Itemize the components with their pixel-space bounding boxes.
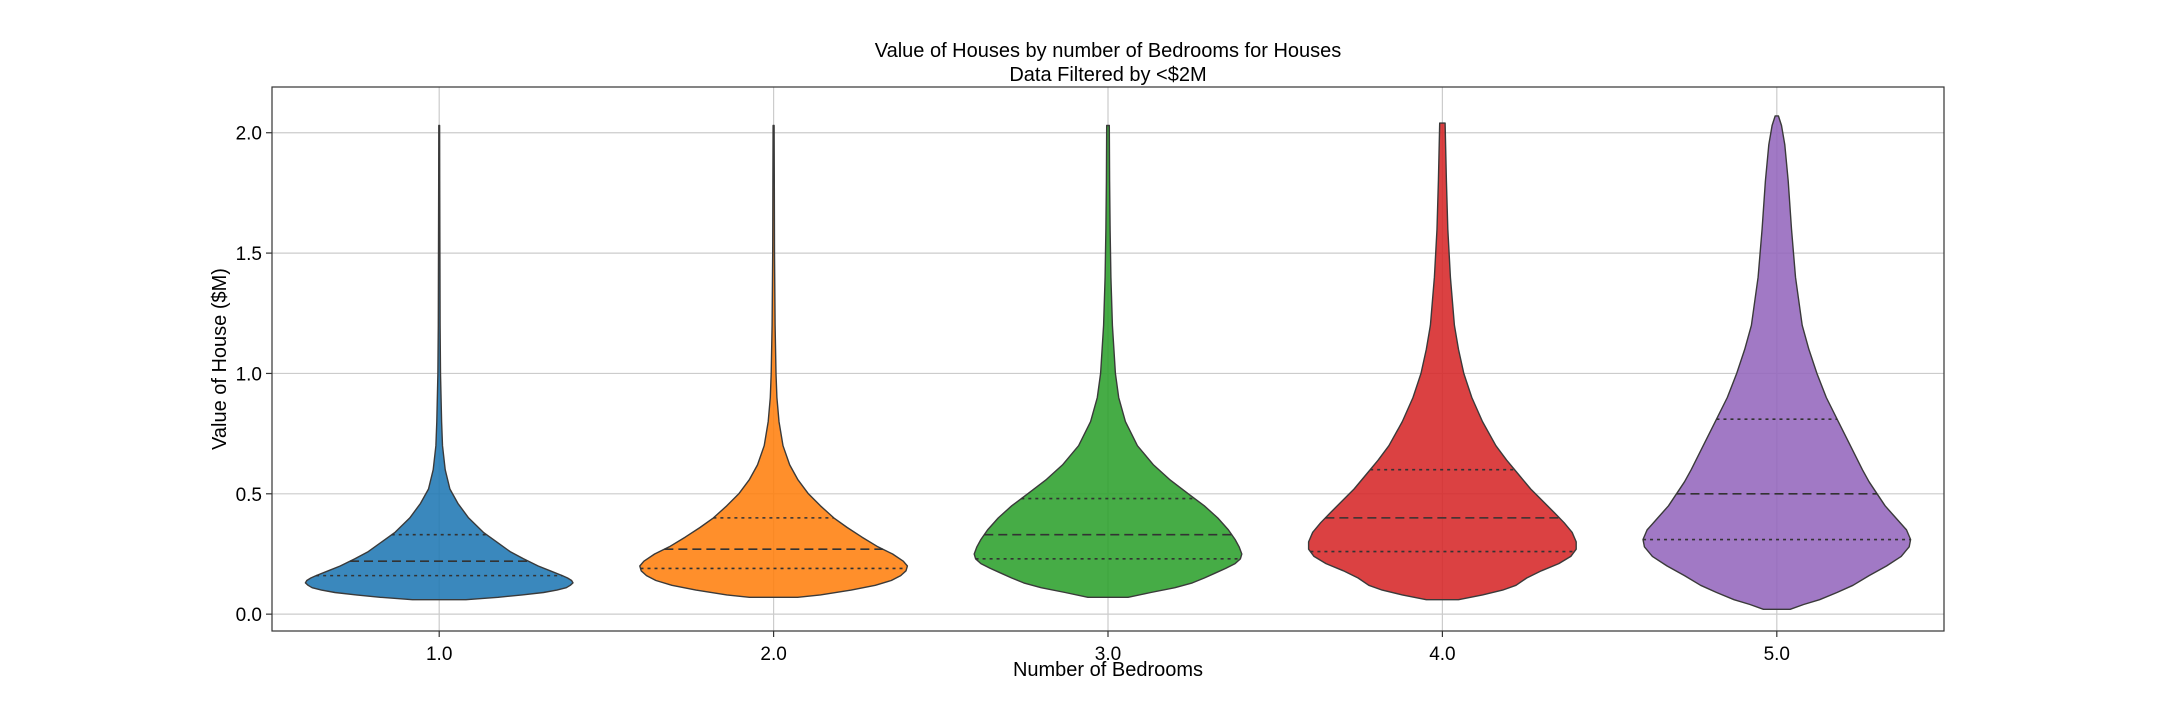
y-axis-ticks: 0.0 0.5 1.0 1.5 2.0 [236, 124, 272, 626]
violin-2.0 [639, 124, 909, 598]
violin-1.0 [304, 124, 574, 601]
y-tick-label: 1.0 [236, 364, 262, 385]
violin-body [973, 124, 1243, 598]
x-tick-label: 5.0 [1764, 644, 1790, 665]
x-tick-label: 3.0 [1095, 644, 1121, 665]
y-tick-label: 1.5 [236, 244, 262, 265]
x-tick-label: 4.0 [1429, 644, 1455, 665]
chart-title: Value of Houses by number of Bedrooms fo… [875, 40, 1342, 62]
violin-5.0 [1642, 115, 1912, 610]
violin-body [1642, 115, 1912, 610]
x-axis-label: Number of Bedrooms [1013, 659, 1203, 681]
violin-body [639, 124, 909, 598]
y-tick-label: 0.5 [236, 485, 262, 506]
x-tick-label: 1.0 [426, 644, 452, 665]
chart-subtitle: Data Filtered by <$2M [1009, 64, 1206, 86]
violins [304, 115, 1912, 610]
x-tick-label: 2.0 [760, 644, 786, 665]
x-axis-ticks: 1.0 2.0 3.0 4.0 5.0 [426, 631, 1790, 665]
violin-body [1307, 122, 1577, 601]
y-axis-label: Value of House ($M) [209, 268, 231, 450]
violin-3.0 [973, 124, 1243, 598]
y-tick-label: 2.0 [236, 124, 262, 145]
violin-body [304, 124, 574, 601]
violin-4.0 [1307, 122, 1577, 601]
y-tick-label: 0.0 [236, 605, 262, 626]
